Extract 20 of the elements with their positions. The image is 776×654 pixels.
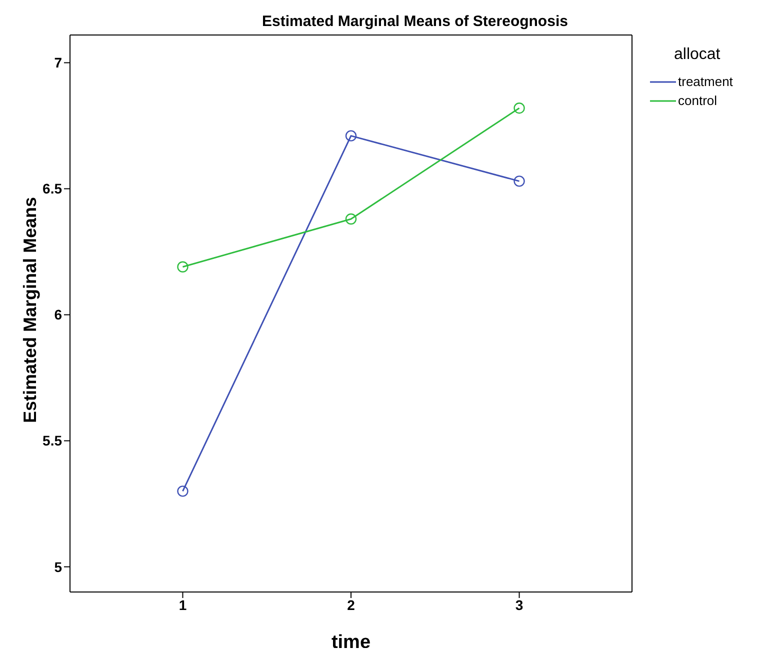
point [345,130,357,142]
y-tick-label: 5.5 [42,432,62,449]
y-tick-label: 6 [54,306,62,323]
legend-label: treatment [678,74,733,89]
point [345,213,357,225]
y-tick-label: 6.5 [42,180,62,197]
point [177,486,188,497]
x-axis-title: time [331,632,371,653]
legend-title: allocat [674,46,722,64]
point [514,102,525,114]
legend-label: control [678,93,718,108]
y-axis-title: Estimated Marginal Means [20,196,40,424]
y-tick-label: 5 [54,558,62,575]
point [177,261,188,272]
x-tick-label: 1 [178,596,187,613]
point [514,176,525,187]
x-tick-label: 3 [515,596,524,613]
x-tick-label: 2 [347,596,356,613]
chart-title: Estimated Marginal Means of Stereognosis [262,13,568,30]
y-tick-label: 7 [54,54,62,71]
